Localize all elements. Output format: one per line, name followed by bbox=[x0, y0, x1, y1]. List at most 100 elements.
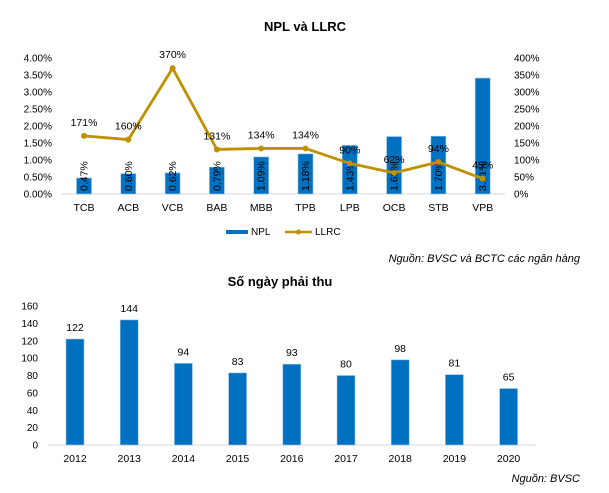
llrc-marker bbox=[125, 136, 132, 143]
bar-data-label: 94 bbox=[178, 346, 190, 358]
right-y-tick-label: 300% bbox=[514, 88, 540, 99]
x-tick-label: 2019 bbox=[443, 453, 467, 465]
llrc-data-label: 171% bbox=[71, 117, 98, 129]
x-tick-label: TPB bbox=[295, 202, 315, 214]
npl-bars bbox=[76, 77, 491, 195]
llrc-marker bbox=[346, 160, 353, 167]
right-y-tick-label: 150% bbox=[514, 139, 540, 150]
npl-bar bbox=[386, 136, 402, 195]
bar-data-label: 98 bbox=[394, 343, 406, 355]
x-tick-label: LPB bbox=[340, 202, 360, 214]
npl-data-label: 0.60% bbox=[123, 161, 135, 191]
left-y-tick-label: 3.50% bbox=[24, 71, 52, 82]
y-tick-label: 80 bbox=[27, 371, 39, 382]
npl-data-label: 1.70% bbox=[433, 161, 445, 191]
x-axis-ticks: 2012 2013 2014 2015 2016 2017 2018 2019 2020 bbox=[63, 453, 520, 465]
bars bbox=[65, 319, 518, 446]
x-tick-label: MBB bbox=[250, 202, 273, 214]
llrc-data-label: 370% bbox=[159, 49, 186, 61]
npl-data-label: 1.09% bbox=[256, 161, 268, 191]
bar bbox=[499, 388, 518, 446]
x-tick-label: BAB bbox=[206, 202, 227, 214]
npl-bar bbox=[209, 166, 225, 195]
right-y-axis: 0% 50% 100% 150% 200% 250% 300% 350% 400% bbox=[514, 54, 540, 201]
bar bbox=[119, 319, 139, 446]
x-tick-label: 2015 bbox=[226, 453, 250, 465]
left-y-tick-label: 1.00% bbox=[24, 156, 52, 167]
bar-data-label: 80 bbox=[340, 359, 352, 371]
x-tick-label: ACB bbox=[118, 202, 140, 214]
npl-data-label: 1.69% bbox=[389, 161, 401, 191]
llrc-line bbox=[81, 65, 486, 182]
y-tick-label: 60 bbox=[27, 388, 39, 399]
left-y-tick-label: 1.50% bbox=[24, 139, 52, 150]
llrc-marker bbox=[479, 175, 486, 182]
bar-data-label: 144 bbox=[120, 303, 138, 315]
right-y-tick-label: 250% bbox=[514, 105, 540, 116]
x-axis-ticks: TCB ACB VCB BAB MBB TPB LPB OCB STB VPB bbox=[74, 202, 494, 214]
left-y-tick-label: 3.00% bbox=[24, 88, 52, 99]
bar-data-label: 93 bbox=[286, 347, 298, 359]
left-y-tick-label: 4.00% bbox=[24, 54, 52, 65]
llrc-data-label: 160% bbox=[115, 121, 142, 133]
right-y-tick-label: 200% bbox=[514, 122, 540, 133]
llrc-line-path bbox=[83, 66, 484, 181]
bar bbox=[174, 363, 193, 446]
left-y-tick-label: 0.00% bbox=[24, 190, 52, 201]
bar bbox=[228, 372, 247, 446]
bar bbox=[336, 375, 356, 446]
npl-bar bbox=[297, 153, 314, 195]
legend-llrc-label: LLRC bbox=[315, 227, 341, 238]
llrc-marker bbox=[302, 145, 309, 152]
llrc-marker bbox=[81, 132, 87, 139]
x-tick-label: 2020 bbox=[497, 453, 521, 465]
y-tick-label: 100 bbox=[21, 354, 38, 365]
llrc-marker bbox=[391, 169, 398, 176]
x-tick-label: 2018 bbox=[389, 453, 413, 465]
x-tick-label: 2016 bbox=[280, 453, 304, 465]
y-tick-label: 40 bbox=[27, 406, 39, 417]
llrc-marker bbox=[258, 145, 265, 152]
npl-bar bbox=[76, 177, 92, 195]
npl-data-label: 0.62% bbox=[167, 161, 179, 191]
llrc-data-label: 134% bbox=[292, 129, 319, 141]
npl-bar bbox=[474, 77, 491, 195]
legend-npl-label: NPL bbox=[251, 227, 271, 238]
bar-data-label: 122 bbox=[66, 322, 84, 334]
y-tick-label: 0 bbox=[32, 441, 38, 452]
y-tick-label: 160 bbox=[21, 302, 38, 313]
y-tick-label: 20 bbox=[27, 423, 39, 434]
legend-llrc-marker bbox=[296, 229, 301, 235]
x-tick-label: TCB bbox=[74, 202, 95, 214]
source-note: Nguồn: BVSC và BCTC các ngân hàng bbox=[389, 253, 581, 265]
npl-data-label: 0.79% bbox=[211, 161, 223, 191]
y-tick-label: 140 bbox=[21, 319, 38, 330]
x-tick-label: OCB bbox=[383, 202, 406, 214]
llrc-data-label: 134% bbox=[248, 129, 275, 141]
receivable-days-chart: Số ngày phải thu 0 20 40 60 80 100 120 140 160 1… bbox=[21, 274, 580, 485]
bar-data-label: 81 bbox=[449, 358, 461, 370]
legend-npl-swatch bbox=[226, 230, 248, 234]
llrc-data-label: 131% bbox=[203, 130, 230, 142]
npl-bar bbox=[253, 156, 269, 195]
bar-labels: 122 144 94 83 93 80 98 81 65 bbox=[66, 303, 514, 384]
x-tick-label: 2012 bbox=[63, 453, 87, 465]
npl-bar bbox=[341, 145, 358, 195]
x-tick-label: 2014 bbox=[172, 453, 196, 465]
npl-bar-labels: 0.47% 0.60% 0.62% 0.79% 1.09% 1.18% 1.43% 1.69%… bbox=[79, 161, 490, 191]
npl-llrc-chart: NPL và LLRC 0.00% 0.50% 1.00% 1.50% 2.00% 2.5… bbox=[24, 19, 581, 265]
npl-data-label: 1.18% bbox=[300, 161, 312, 191]
chart-title: NPL và LLRC bbox=[264, 19, 347, 34]
llrc-marker bbox=[169, 65, 176, 72]
npl-data-label: 1.43% bbox=[344, 161, 356, 191]
x-tick-label: STB bbox=[428, 202, 448, 214]
bar bbox=[65, 338, 85, 446]
right-y-tick-label: 50% bbox=[514, 173, 534, 184]
llrc-labels: 171% 160% 370% 131% 134% 134% 90% 62% 94% 45% bbox=[71, 49, 494, 171]
right-y-tick-label: 0% bbox=[514, 190, 529, 201]
bar bbox=[282, 363, 302, 446]
y-axis: 0 20 40 60 80 100 120 140 160 bbox=[21, 302, 38, 452]
chart-title: Số ngày phải thu bbox=[228, 274, 333, 289]
npl-data-label: 0.47% bbox=[79, 161, 91, 191]
